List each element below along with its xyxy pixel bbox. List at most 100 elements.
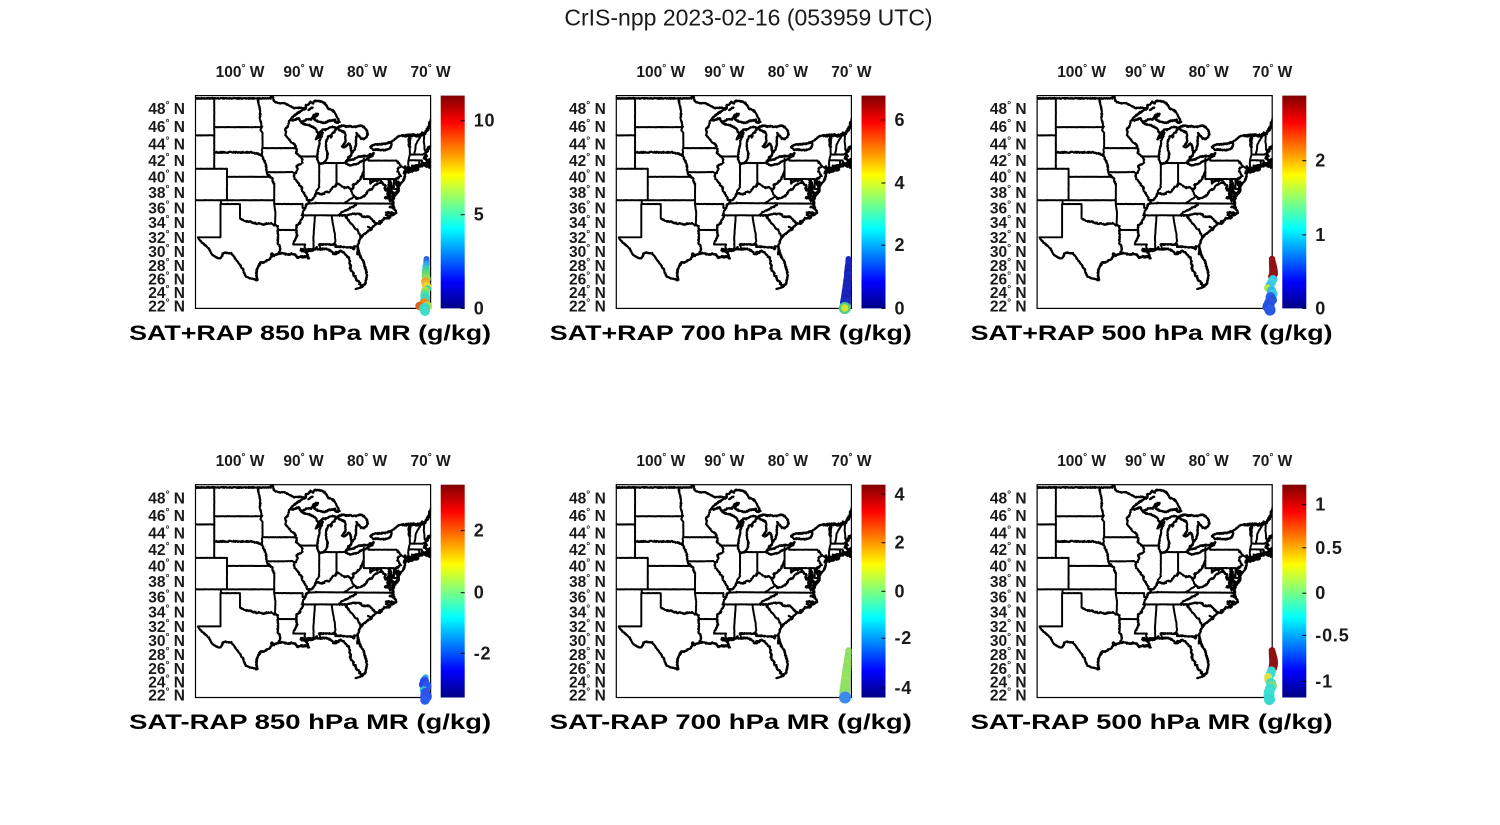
- svg-text:SAT+RAP 500 hPa MR (g/kg): SAT+RAP 500 hPa MR (g/kg): [971, 321, 1333, 345]
- svg-text:-1: -1: [1315, 671, 1333, 691]
- svg-text:40° N: 40° N: [569, 168, 606, 186]
- svg-text:46° N: 46° N: [569, 118, 606, 136]
- svg-text:28° N: 28° N: [569, 646, 606, 664]
- svg-text:44° N: 44° N: [569, 135, 606, 153]
- svg-text:32° N: 32° N: [569, 229, 606, 247]
- svg-text:SAT-RAP 850 hPa MR (g/kg): SAT-RAP 850 hPa MR (g/kg): [129, 710, 491, 734]
- svg-text:38° N: 38° N: [148, 573, 185, 591]
- svg-text:0.5: 0.5: [1315, 538, 1342, 558]
- svg-text:40° N: 40° N: [148, 168, 185, 186]
- svg-text:38° N: 38° N: [569, 184, 606, 202]
- svg-text:-4: -4: [895, 678, 913, 698]
- svg-text:SAT+RAP 850 hPa MR (g/kg): SAT+RAP 850 hPa MR (g/kg): [129, 321, 491, 345]
- svg-text:6: 6: [895, 110, 906, 130]
- svg-text:36° N: 36° N: [148, 199, 185, 217]
- svg-text:42° N: 42° N: [569, 541, 606, 559]
- svg-text:1: 1: [1315, 225, 1326, 245]
- svg-text:44° N: 44° N: [569, 525, 606, 543]
- svg-text:48° N: 48° N: [569, 489, 606, 507]
- svg-text:42° N: 42° N: [569, 152, 606, 170]
- svg-text:30° N: 30° N: [569, 243, 606, 261]
- svg-text:90° W: 90° W: [704, 63, 745, 81]
- svg-text:-0.5: -0.5: [1315, 625, 1349, 645]
- svg-text:70° W: 70° W: [1252, 452, 1293, 470]
- svg-text:48° N: 48° N: [569, 100, 606, 118]
- svg-text:26° N: 26° N: [569, 660, 606, 678]
- svg-text:44° N: 44° N: [990, 525, 1027, 543]
- svg-text:44° N: 44° N: [990, 135, 1027, 153]
- svg-text:40° N: 40° N: [990, 168, 1027, 186]
- svg-text:40° N: 40° N: [569, 557, 606, 575]
- svg-text:34° N: 34° N: [148, 603, 185, 621]
- svg-text:24° N: 24° N: [990, 673, 1027, 691]
- svg-text:36° N: 36° N: [569, 199, 606, 217]
- svg-text:28° N: 28° N: [990, 646, 1027, 664]
- svg-text:36° N: 36° N: [148, 588, 185, 606]
- svg-text:34° N: 34° N: [990, 603, 1027, 621]
- svg-text:90° W: 90° W: [704, 452, 745, 470]
- svg-text:0: 0: [1315, 298, 1326, 318]
- svg-text:0: 0: [1315, 583, 1326, 603]
- svg-text:22° N: 22° N: [990, 687, 1027, 705]
- svg-text:0: 0: [474, 583, 485, 603]
- svg-text:48° N: 48° N: [148, 489, 185, 507]
- svg-text:26° N: 26° N: [148, 660, 185, 678]
- svg-text:32° N: 32° N: [569, 618, 606, 636]
- svg-text:1: 1: [1315, 495, 1326, 515]
- svg-text:22° N: 22° N: [148, 298, 185, 316]
- svg-text:26° N: 26° N: [990, 660, 1027, 678]
- svg-text:46° N: 46° N: [148, 507, 185, 525]
- svg-text:34° N: 34° N: [990, 214, 1027, 232]
- svg-text:34° N: 34° N: [569, 214, 606, 232]
- svg-text:24° N: 24° N: [148, 673, 185, 691]
- svg-text:4: 4: [895, 484, 906, 504]
- svg-text:SAT+RAP 700 hPa MR (g/kg): SAT+RAP 700 hPa MR (g/kg): [550, 321, 912, 345]
- svg-text:80° W: 80° W: [1189, 63, 1230, 81]
- svg-text:90° W: 90° W: [283, 63, 324, 81]
- svg-text:32° N: 32° N: [148, 229, 185, 247]
- svg-text:40° N: 40° N: [148, 557, 185, 575]
- svg-text:24° N: 24° N: [569, 673, 606, 691]
- svg-text:44° N: 44° N: [148, 135, 185, 153]
- svg-text:70° W: 70° W: [411, 63, 452, 81]
- svg-text:2: 2: [895, 533, 906, 553]
- svg-text:28° N: 28° N: [990, 257, 1027, 275]
- svg-text:32° N: 32° N: [990, 618, 1027, 636]
- svg-text:28° N: 28° N: [148, 257, 185, 275]
- svg-text:-2: -2: [895, 628, 913, 648]
- svg-text:34° N: 34° N: [148, 214, 185, 232]
- svg-text:40° N: 40° N: [990, 557, 1027, 575]
- svg-text:80° W: 80° W: [347, 63, 388, 81]
- svg-text:5: 5: [474, 205, 485, 225]
- svg-text:80° W: 80° W: [1189, 452, 1230, 470]
- svg-text:SAT-RAP 700 hPa MR (g/kg): SAT-RAP 700 hPa MR (g/kg): [550, 710, 912, 734]
- svg-text:100° W: 100° W: [636, 452, 685, 470]
- svg-text:24° N: 24° N: [148, 284, 185, 302]
- svg-text:28° N: 28° N: [569, 257, 606, 275]
- svg-text:0: 0: [474, 298, 485, 318]
- svg-text:38° N: 38° N: [569, 573, 606, 591]
- svg-text:36° N: 36° N: [990, 588, 1027, 606]
- svg-text:100° W: 100° W: [1057, 452, 1106, 470]
- svg-text:46° N: 46° N: [148, 118, 185, 136]
- svg-text:30° N: 30° N: [569, 632, 606, 650]
- svg-text:46° N: 46° N: [990, 507, 1027, 525]
- svg-text:10: 10: [474, 111, 496, 131]
- svg-text:28° N: 28° N: [148, 646, 185, 664]
- svg-text:90° W: 90° W: [1125, 452, 1166, 470]
- svg-text:22° N: 22° N: [569, 298, 606, 316]
- svg-text:90° W: 90° W: [283, 452, 324, 470]
- svg-text:24° N: 24° N: [990, 284, 1027, 302]
- svg-text:44° N: 44° N: [148, 525, 185, 543]
- svg-text:32° N: 32° N: [990, 229, 1027, 247]
- svg-text:30° N: 30° N: [990, 632, 1027, 650]
- svg-text:30° N: 30° N: [148, 243, 185, 261]
- svg-text:70° W: 70° W: [831, 63, 872, 81]
- svg-text:26° N: 26° N: [569, 271, 606, 289]
- svg-text:80° W: 80° W: [347, 452, 388, 470]
- svg-text:70° W: 70° W: [831, 452, 872, 470]
- svg-text:38° N: 38° N: [990, 184, 1027, 202]
- svg-text:46° N: 46° N: [569, 507, 606, 525]
- svg-text:34° N: 34° N: [569, 603, 606, 621]
- svg-text:90° W: 90° W: [1125, 63, 1166, 81]
